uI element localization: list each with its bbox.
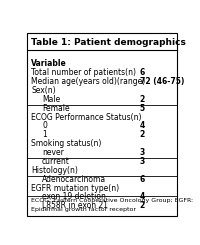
Text: 2: 2 <box>140 95 145 104</box>
Text: Smoking status(n): Smoking status(n) <box>31 139 102 148</box>
Text: Median age(years old)(range): Median age(years old)(range) <box>31 77 145 86</box>
Text: Variable: Variable <box>31 59 67 68</box>
Text: L858R in exon 21: L858R in exon 21 <box>42 201 108 210</box>
Text: Total number of patients(n): Total number of patients(n) <box>31 68 136 77</box>
Text: 3: 3 <box>140 157 145 166</box>
Text: 3: 3 <box>140 148 145 157</box>
Text: 5: 5 <box>140 104 145 113</box>
Text: current: current <box>42 157 70 166</box>
Text: 72 (46-75): 72 (46-75) <box>140 77 184 86</box>
Text: Epidermal growth factor receptor: Epidermal growth factor receptor <box>31 207 136 212</box>
Text: exon 19 deletion: exon 19 deletion <box>42 192 106 201</box>
Text: 4: 4 <box>140 122 145 130</box>
Text: ECOG Performance Status(n): ECOG Performance Status(n) <box>31 113 142 122</box>
Text: 4: 4 <box>140 192 145 201</box>
Text: Sex(n): Sex(n) <box>31 86 56 95</box>
Text: 2: 2 <box>140 201 145 210</box>
Text: Histology(n): Histology(n) <box>31 166 78 175</box>
Text: Adenocarcinoma: Adenocarcinoma <box>42 175 106 184</box>
Text: 6: 6 <box>140 175 145 184</box>
Text: 2: 2 <box>140 130 145 139</box>
Text: never: never <box>42 148 64 157</box>
Text: Female: Female <box>42 104 70 113</box>
Text: EGFR mutation type(n): EGFR mutation type(n) <box>31 184 119 193</box>
Text: 1: 1 <box>42 130 47 139</box>
Text: ECOG: Eastern Cooperative Oncology Group; EGFR:: ECOG: Eastern Cooperative Oncology Group… <box>31 198 193 203</box>
Text: Male: Male <box>42 95 60 104</box>
Text: Table 1: Patient demographics: Table 1: Patient demographics <box>31 38 186 47</box>
FancyBboxPatch shape <box>27 33 177 216</box>
Text: 6: 6 <box>140 68 145 77</box>
Text: 0: 0 <box>42 122 47 130</box>
